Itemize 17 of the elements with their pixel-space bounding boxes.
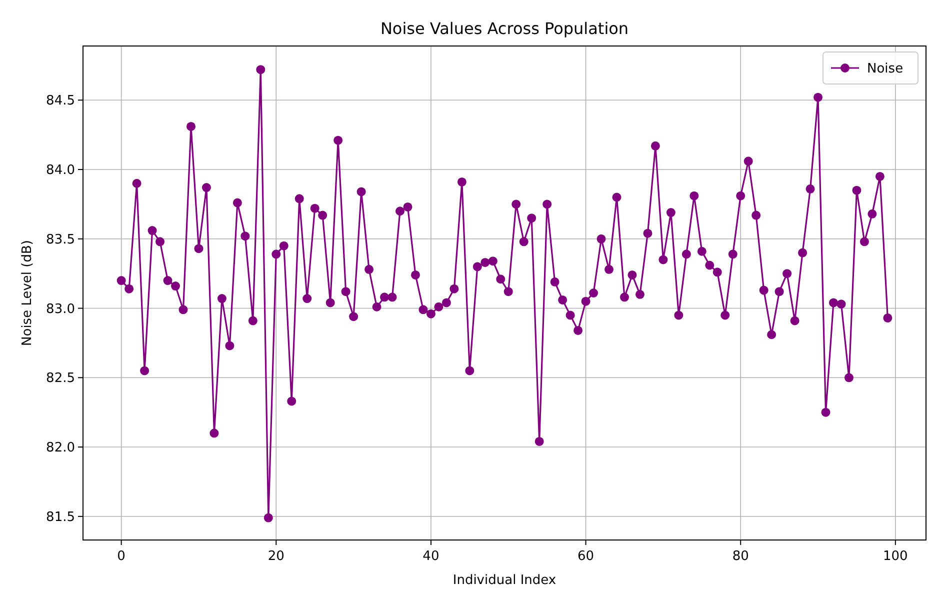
y-tick-label: 84.5 [46,94,75,109]
y-tick-label: 82.5 [46,371,75,386]
x-tick-label: 40 [422,549,440,564]
y-tick-label: 81.5 [46,510,75,525]
y-axis-title: Noise Level (dB) [20,240,35,346]
x-tick-label: 0 [117,549,126,564]
y-tick-label: 83.5 [46,232,75,248]
chart-title: Noise Values Across Population [380,19,629,38]
y-tick-label: 82.0 [46,440,75,456]
x-tick-label: 100 [883,549,908,564]
x-axis-title: Individual Index [452,573,556,588]
x-tick-label: 20 [268,549,284,564]
y-tick-label: 83.0 [46,302,75,317]
legend-label: Noise [867,62,904,76]
x-tick-label: 80 [732,549,749,564]
x-tick-label: 60 [578,549,594,564]
y-tick-label: 84.0 [46,163,75,178]
